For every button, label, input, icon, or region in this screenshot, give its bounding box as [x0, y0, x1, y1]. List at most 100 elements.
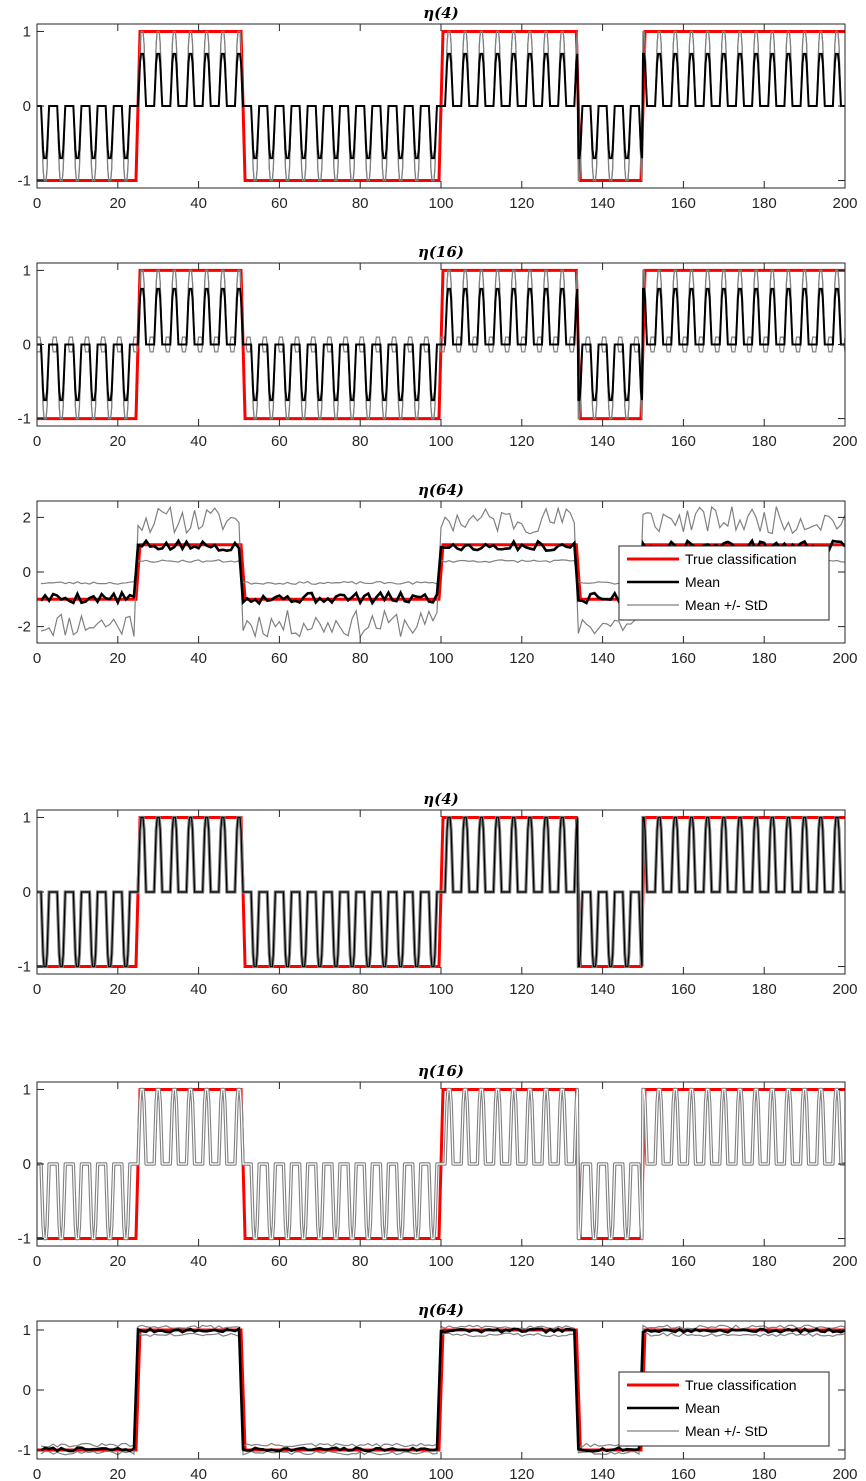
x-tick-label: 200	[832, 195, 857, 212]
y-tick-label: -1	[18, 411, 31, 428]
x-tick-label: 40	[190, 1253, 207, 1270]
x-tick-label: 80	[352, 1253, 369, 1270]
x-tick-label: 40	[190, 433, 207, 450]
legend-label: Mean	[685, 1400, 720, 1416]
y-tick-label: -1	[18, 1442, 31, 1459]
x-tick-label: 80	[352, 650, 369, 667]
panel-title: η(64)	[418, 481, 464, 499]
x-tick-label: 100	[428, 981, 453, 998]
x-tick-label: 140	[590, 1253, 615, 1270]
x-tick-label: 180	[752, 195, 777, 212]
legend-label: Mean +/- StD	[685, 597, 768, 613]
y-tick-label: -1	[18, 959, 31, 976]
series-group	[37, 815, 845, 969]
x-tick-label: 20	[109, 1466, 126, 1481]
x-tick-label: 80	[352, 981, 369, 998]
x-tick-label: 0	[33, 650, 41, 667]
x-tick-label: 180	[752, 1466, 777, 1481]
panel-title: η(64)	[418, 1301, 464, 1319]
y-tick-label: 0	[23, 337, 31, 354]
y-tick-label: -1	[18, 173, 31, 190]
series-line-mean-std	[40, 1324, 845, 1448]
x-tick-label: 80	[352, 195, 369, 212]
x-tick-label: 100	[428, 195, 453, 212]
x-tick-label: 180	[752, 650, 777, 667]
legend-label: True classification	[685, 1377, 797, 1393]
x-tick-label: 140	[590, 433, 615, 450]
legend-label: Mean	[685, 574, 720, 590]
x-tick-label: 180	[752, 981, 777, 998]
x-tick-label: 120	[509, 1466, 534, 1481]
x-tick-label: 40	[190, 981, 207, 998]
x-tick-label: 180	[752, 433, 777, 450]
y-tick-label: -1	[18, 1231, 31, 1248]
x-tick-label: 160	[671, 433, 696, 450]
x-tick-label: 100	[428, 650, 453, 667]
x-tick-label: 0	[33, 1466, 41, 1481]
x-tick-label: 200	[832, 1253, 857, 1270]
x-tick-label: 0	[33, 433, 41, 450]
series-line-mean	[37, 816, 845, 968]
x-tick-label: 20	[109, 433, 126, 450]
x-tick-label: 60	[271, 1466, 288, 1481]
chart-panel-6: 0 20 40 60 80 100 120 140 160 180 200-101η(64)True…	[18, 1301, 858, 1481]
x-tick-label: 160	[671, 981, 696, 998]
legend-label: Mean +/- StD	[685, 1423, 768, 1439]
x-tick-label: 20	[109, 195, 126, 212]
y-tick-label: 0	[23, 1156, 31, 1173]
panel-title: η(16)	[418, 243, 464, 261]
x-tick-label: 60	[271, 981, 288, 998]
y-tick-label: 1	[23, 1081, 31, 1098]
y-tick-label: 0	[23, 884, 31, 901]
x-tick-label: 160	[671, 650, 696, 667]
x-tick-label: 140	[590, 981, 615, 998]
legend: True classification Mean Mean +/- StD	[618, 1371, 830, 1447]
x-tick-label: 160	[671, 195, 696, 212]
x-tick-label: 0	[33, 1253, 41, 1270]
y-tick-label: 0	[23, 1382, 31, 1399]
x-tick-label: 20	[109, 981, 126, 998]
x-tick-label: 120	[509, 433, 534, 450]
legend-label: True classification	[685, 551, 797, 567]
x-tick-label: 160	[671, 1466, 696, 1481]
x-tick-label: 120	[509, 195, 534, 212]
x-tick-label: 160	[671, 1253, 696, 1270]
x-tick-label: 0	[33, 981, 41, 998]
y-tick-label: 1	[23, 809, 31, 826]
legend: True classification Mean Mean +/- StD	[618, 545, 830, 621]
series-group	[37, 268, 845, 421]
y-tick-label: 0	[23, 564, 31, 581]
x-tick-label: 60	[271, 195, 288, 212]
x-tick-label: 120	[509, 1253, 534, 1270]
x-tick-label: 120	[509, 650, 534, 667]
x-tick-label: 60	[271, 650, 288, 667]
x-tick-label: 80	[352, 433, 369, 450]
x-tick-label: 60	[271, 1253, 288, 1270]
x-tick-label: 200	[832, 433, 857, 450]
y-tick-label: 1	[23, 1322, 31, 1339]
x-tick-label: 140	[590, 1466, 615, 1481]
panel-title: η(4)	[423, 790, 459, 808]
chart-panel-3: 0 20 40 60 80 100 120 140 160 180 200-202η(64)True…	[18, 481, 858, 667]
y-tick-label: 2	[23, 509, 31, 526]
x-tick-label: 140	[590, 650, 615, 667]
x-tick-label: 100	[428, 1253, 453, 1270]
x-tick-label: 140	[590, 195, 615, 212]
series-group	[37, 1087, 845, 1241]
series-line-mean	[37, 1088, 845, 1240]
x-tick-label: 40	[190, 650, 207, 667]
x-tick-label: 200	[832, 650, 857, 667]
series-line-mean	[37, 287, 845, 402]
panel-title: η(4)	[423, 4, 459, 22]
x-tick-label: 200	[832, 981, 857, 998]
x-tick-label: 40	[190, 1466, 207, 1481]
x-tick-label: 60	[271, 433, 288, 450]
panel-title: η(16)	[418, 1062, 464, 1080]
series-group	[37, 29, 845, 183]
series-line-mean	[37, 52, 845, 160]
series-line-mean-std	[40, 505, 845, 639]
